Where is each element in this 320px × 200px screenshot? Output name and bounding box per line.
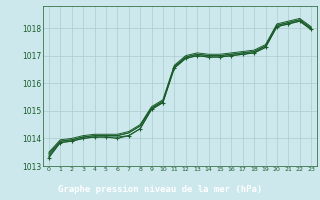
Text: Graphe pression niveau de la mer (hPa): Graphe pression niveau de la mer (hPa) bbox=[58, 185, 262, 194]
